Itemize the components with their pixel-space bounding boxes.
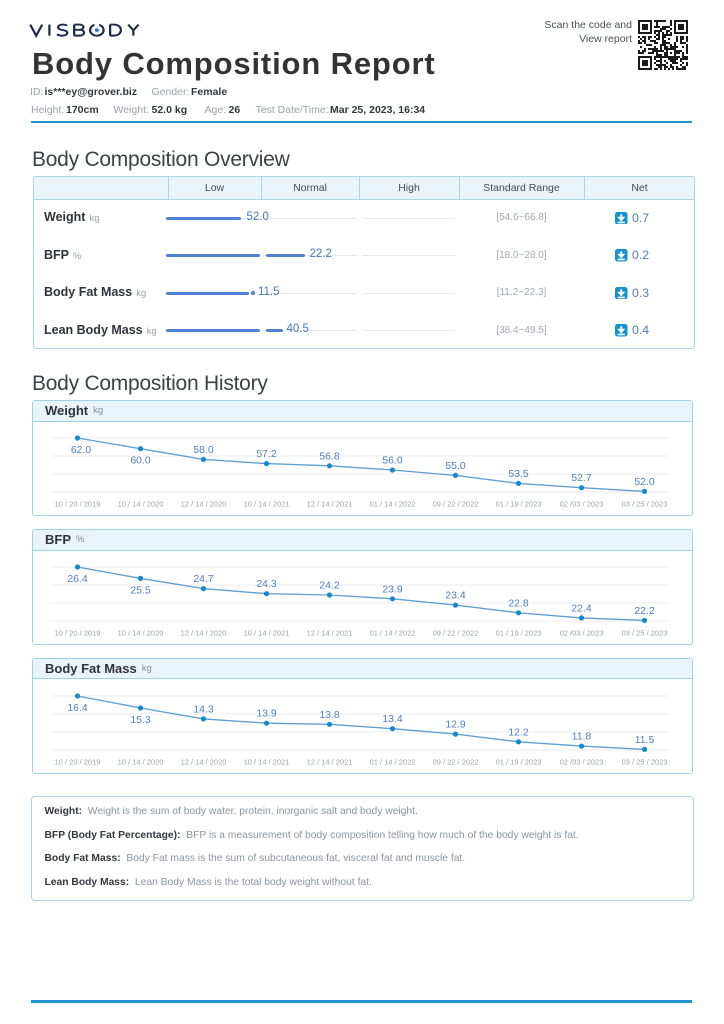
svg-text:14.3: 14.3 <box>193 704 213 715</box>
svg-text:23.9: 23.9 <box>382 584 402 595</box>
svg-text:26.4: 26.4 <box>67 574 87 585</box>
svg-text:22.2: 22.2 <box>634 606 654 617</box>
svg-text:10 / 20 / 2019: 10 / 20 / 2019 <box>55 757 101 766</box>
svg-text:11.8: 11.8 <box>572 731 592 742</box>
svg-text:10 / 14 / 2021: 10 / 14 / 2021 <box>244 500 290 509</box>
svg-text:12 / 14 / 2021: 12 / 14 / 2021 <box>307 629 353 638</box>
svg-text:01 / 19 / 2023: 01 / 19 / 2023 <box>496 629 542 638</box>
svg-text:56.8: 56.8 <box>319 451 339 462</box>
svg-text:10 / 14 / 2020: 10 / 14 / 2020 <box>118 629 164 638</box>
svg-text:11.5: 11.5 <box>635 734 655 745</box>
svg-text:02 /03 / 2023: 02 /03 / 2023 <box>560 757 604 766</box>
svg-text:12 / 14 / 2020: 12 / 14 / 2020 <box>181 629 227 638</box>
svg-text:24.7: 24.7 <box>193 574 213 585</box>
svg-text:13.9: 13.9 <box>256 708 276 719</box>
svg-text:12 / 14 / 2021: 12 / 14 / 2021 <box>307 757 353 766</box>
svg-text:24.2: 24.2 <box>319 581 339 592</box>
svg-text:13.4: 13.4 <box>382 714 402 725</box>
svg-text:12 / 14 / 2021: 12 / 14 / 2021 <box>307 500 353 509</box>
svg-text:57.2: 57.2 <box>256 449 276 460</box>
svg-text:62.0: 62.0 <box>71 445 91 456</box>
svg-text:10 / 14 / 2020: 10 / 14 / 2020 <box>118 500 164 509</box>
svg-text:12 / 14 / 2020: 12 / 14 / 2020 <box>181 757 227 766</box>
svg-text:25.5: 25.5 <box>130 585 150 596</box>
svg-text:15.3: 15.3 <box>130 715 150 726</box>
svg-text:13.8: 13.8 <box>319 709 339 720</box>
svg-text:16.4: 16.4 <box>67 703 87 714</box>
svg-text:52.7: 52.7 <box>571 473 591 484</box>
svg-text:03 / 25 / 2023: 03 / 25 / 2023 <box>622 629 668 638</box>
svg-text:12.9: 12.9 <box>445 719 465 730</box>
svg-text:10 / 14 / 2020: 10 / 14 / 2020 <box>118 757 164 766</box>
svg-text:53.5: 53.5 <box>508 469 528 480</box>
svg-text:10 / 14 / 2021: 10 / 14 / 2021 <box>244 757 290 766</box>
svg-text:03 / 25 / 2023: 03 / 25 / 2023 <box>622 757 668 766</box>
svg-text:12 / 14 / 2020: 12 / 14 / 2020 <box>181 500 227 509</box>
svg-text:10 / 14 / 2021: 10 / 14 / 2021 <box>244 629 290 638</box>
svg-text:60.0: 60.0 <box>130 456 150 467</box>
svg-text:12.2: 12.2 <box>508 727 528 738</box>
svg-text:09 / 22 / 2022: 09 / 22 / 2022 <box>433 757 479 766</box>
svg-text:23.4: 23.4 <box>445 591 465 602</box>
svg-text:01 / 14 / 2022: 01 / 14 / 2022 <box>370 757 416 766</box>
svg-text:24.3: 24.3 <box>256 579 276 590</box>
svg-text:22.8: 22.8 <box>508 598 528 609</box>
svg-text:01 / 19 / 2023: 01 / 19 / 2023 <box>496 500 542 509</box>
svg-text:58.0: 58.0 <box>193 445 213 456</box>
svg-text:02 /03 / 2023: 02 /03 / 2023 <box>560 629 604 638</box>
svg-text:03 / 25 / 2023: 03 / 25 / 2023 <box>622 500 668 509</box>
svg-text:52.0: 52.0 <box>634 477 654 488</box>
svg-text:09 / 22 / 2022: 09 / 22 / 2022 <box>433 629 479 638</box>
svg-text:10 / 20 / 2019: 10 / 20 / 2019 <box>55 629 101 638</box>
svg-text:22.4: 22.4 <box>571 603 591 614</box>
svg-text:01 / 14 / 2022: 01 / 14 / 2022 <box>370 629 416 638</box>
svg-text:10 / 20 / 2019: 10 / 20 / 2019 <box>55 500 101 509</box>
svg-text:01 / 14 / 2022: 01 / 14 / 2022 <box>370 500 416 509</box>
svg-text:09 / 22 / 2022: 09 / 22 / 2022 <box>433 500 479 509</box>
svg-text:02 /03 / 2023: 02 /03 / 2023 <box>560 500 604 509</box>
svg-text:56.0: 56.0 <box>382 456 402 467</box>
svg-text:01 / 19 / 2023: 01 / 19 / 2023 <box>496 757 542 766</box>
svg-text:55.0: 55.0 <box>445 461 465 472</box>
